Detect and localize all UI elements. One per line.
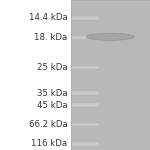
- Bar: [72, 16, 99, 20]
- Text: 35 kDa: 35 kDa: [37, 88, 68, 98]
- Text: 18. kDa: 18. kDa: [34, 33, 68, 42]
- Bar: [72, 91, 99, 95]
- Text: 25 kDa: 25 kDa: [37, 63, 68, 72]
- Bar: [72, 123, 99, 126]
- Ellipse shape: [86, 33, 134, 40]
- Text: 66.2 kDa: 66.2 kDa: [29, 120, 68, 129]
- Bar: [72, 66, 99, 69]
- Text: 116 kDa: 116 kDa: [31, 140, 68, 148]
- Bar: [72, 142, 99, 146]
- Bar: [72, 36, 99, 39]
- Bar: [70, 0, 150, 150]
- Bar: [72, 103, 99, 107]
- Text: 45 kDa: 45 kDa: [37, 100, 68, 109]
- Text: 14.4 kDa: 14.4 kDa: [29, 14, 68, 22]
